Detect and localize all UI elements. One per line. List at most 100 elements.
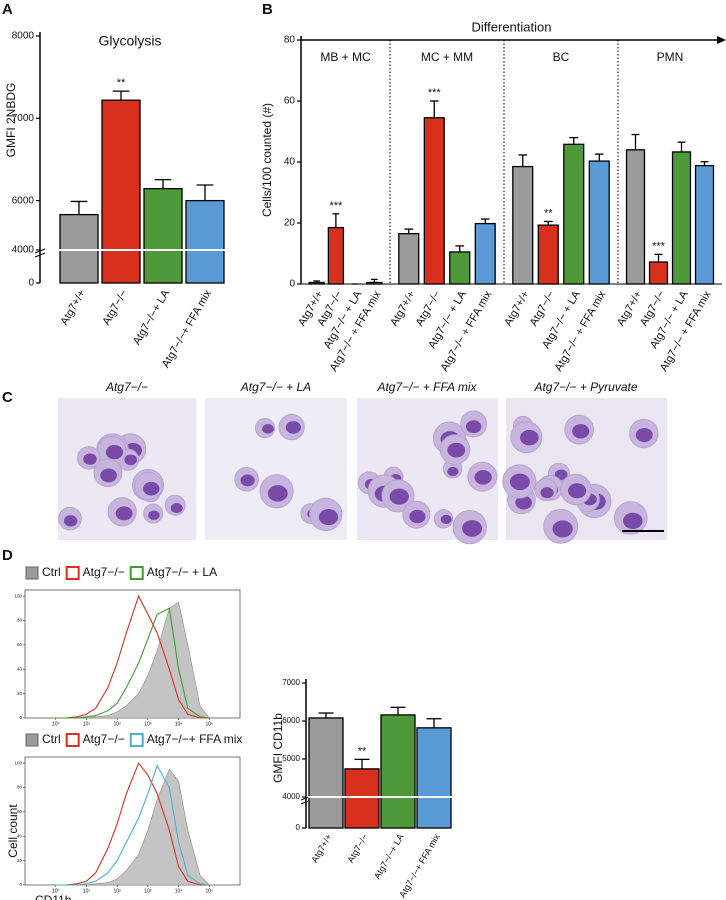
bar — [563, 143, 585, 285]
nucleus — [447, 466, 459, 477]
y-tick-label: 80 — [17, 618, 23, 623]
nucleus — [440, 514, 452, 524]
y-tick-label: 20 — [284, 218, 296, 229]
bar — [449, 251, 471, 285]
significance: *** — [428, 87, 442, 99]
significance: *** — [652, 240, 666, 252]
bar — [474, 222, 496, 285]
significance: ** — [117, 77, 126, 89]
y-tick-label: 0 — [19, 882, 22, 887]
bar — [398, 233, 420, 285]
nucleus — [389, 488, 409, 505]
nucleus — [520, 429, 539, 446]
y-tick-label: 20 — [17, 858, 23, 863]
group-label: PMN — [657, 50, 684, 64]
y-tick-label: 4000 — [282, 792, 300, 801]
panel-label: B — [262, 1, 273, 18]
x-tick-label: Atg7−/− — [345, 832, 369, 864]
y-tick-label: 7000 — [282, 678, 300, 687]
nucleus — [83, 453, 97, 465]
nucleus — [318, 509, 339, 526]
x-tick-label: 10⁵ — [205, 888, 213, 894]
nucleus — [100, 468, 117, 483]
bar — [380, 714, 416, 829]
image-caption: Atg7−/− — [105, 380, 148, 394]
nucleus — [148, 510, 160, 521]
y-tick-label: 0 — [289, 279, 295, 290]
x-tick-label: 10³ — [144, 888, 152, 894]
legend-swatch — [129, 733, 144, 747]
nucleus — [540, 487, 554, 499]
nucleus — [465, 420, 482, 434]
group-label: BC — [553, 50, 570, 64]
y-tick-label: 5000 — [282, 754, 300, 763]
bar — [143, 188, 183, 284]
bar — [101, 99, 141, 284]
bar — [694, 165, 715, 285]
group-label: MB + MC — [320, 50, 371, 64]
histogram-line — [55, 607, 210, 719]
plot-frame — [24, 589, 241, 719]
x-tick-label: 10¹ — [83, 888, 91, 894]
x-tick-label: 10¹ — [83, 721, 91, 727]
x-tick-label: Atg7−/−+ LA — [131, 287, 172, 347]
legend-swatch — [129, 566, 144, 580]
histogram-line — [55, 764, 210, 886]
x-tick-label: 10⁰ — [52, 721, 60, 727]
bar — [344, 768, 380, 829]
x-tick-label: 10⁴ — [175, 721, 183, 727]
legend-swatch — [25, 566, 39, 580]
nucleus — [552, 520, 573, 538]
x-tick-label: 10⁰ — [52, 888, 60, 894]
x-tick-label: Atg7−/−+ FFA mix — [397, 832, 442, 900]
x-axis-label: CD11b — [35, 893, 72, 900]
y-tick-label: 40 — [284, 157, 296, 168]
bar — [625, 149, 646, 285]
significance: ** — [358, 745, 367, 757]
y-tick-label: 7000 — [12, 113, 35, 124]
legend-swatch — [25, 733, 39, 747]
nucleus — [474, 470, 492, 485]
bar — [512, 165, 534, 285]
nucleus — [267, 485, 288, 502]
x-tick-label: 10⁴ — [175, 888, 183, 894]
y-axis-label: GMFI 2NBDG — [4, 83, 18, 158]
y-tick-label: 100 — [14, 760, 22, 765]
y-tick-label: 60 — [17, 642, 23, 647]
nucleus — [285, 421, 301, 434]
y-tick-label: 8000 — [12, 31, 35, 42]
legend-label: Atg7−/− + LA — [147, 565, 217, 579]
nucleus — [447, 442, 466, 458]
nucleus — [105, 444, 124, 460]
nucleus — [143, 481, 160, 496]
y-tick-label: 100 — [14, 593, 22, 598]
y-tick-label: 40 — [17, 666, 23, 671]
y-tick-label: 0 — [19, 715, 22, 720]
histogram-line — [55, 594, 210, 719]
y-tick-label: 80 — [17, 785, 23, 790]
x-tick-label: Atg7−/− — [100, 288, 130, 327]
x-tick-label: Atg7+/+ — [58, 288, 88, 327]
legend-label: Ctrl — [42, 565, 61, 579]
y-tick-label: 6000 — [12, 195, 35, 206]
nucleus — [240, 474, 255, 487]
bar — [588, 160, 610, 285]
panel-label: A — [2, 1, 13, 18]
bar — [671, 151, 692, 285]
nucleus — [567, 483, 587, 499]
bar — [537, 224, 559, 285]
y-tick-label: 40 — [17, 833, 23, 838]
y-tick-label: 80 — [284, 35, 296, 46]
group-label: MC + MM — [421, 50, 473, 64]
y-tick-label: 0 — [296, 823, 301, 832]
y-tick-label: 60 — [284, 96, 296, 107]
nucleus — [63, 515, 78, 527]
bar — [59, 213, 99, 284]
y-tick-label: 0 — [28, 278, 34, 289]
bar — [423, 117, 445, 285]
y-axis-label: Cell count — [6, 804, 20, 858]
axis-break — [34, 248, 46, 254]
image-caption: Atg7−/− + FFA mix — [376, 380, 477, 394]
